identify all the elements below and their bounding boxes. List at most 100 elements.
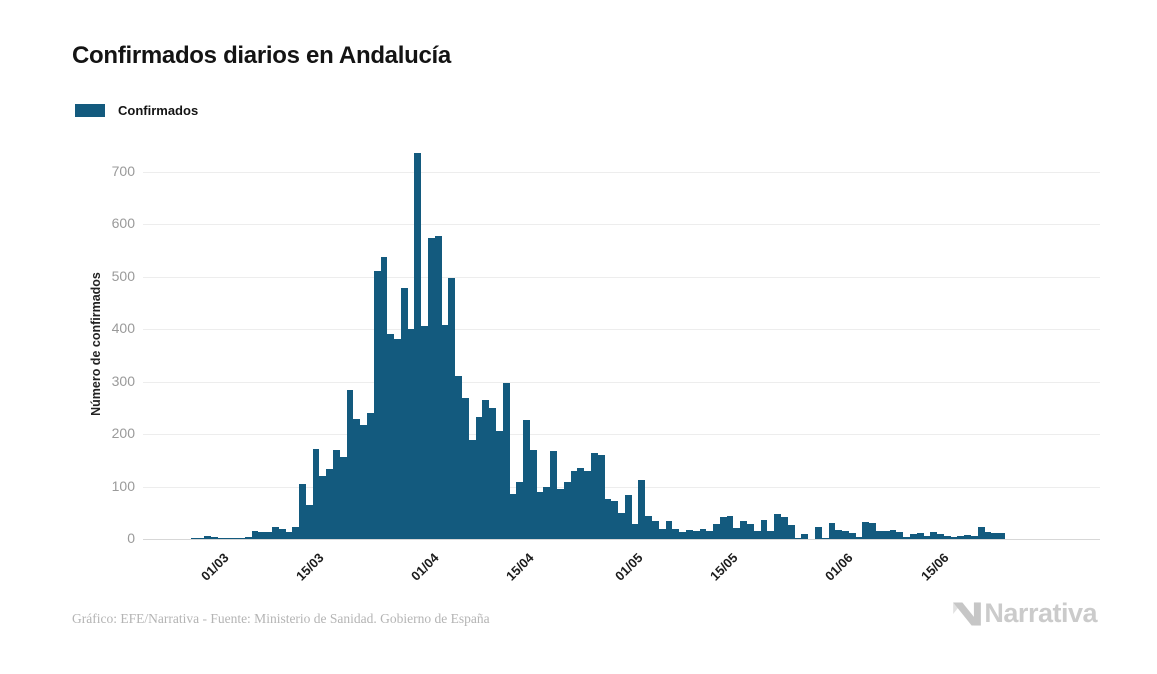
bar — [774, 513, 781, 539]
bar — [394, 338, 401, 539]
bar — [489, 407, 496, 539]
bar — [917, 533, 924, 539]
bar — [659, 528, 666, 539]
gridline-400 — [143, 329, 1100, 331]
bar — [985, 531, 991, 539]
bar — [964, 534, 971, 539]
chart-title: Confirmados diarios en Andalucía — [72, 42, 451, 69]
bar — [713, 523, 720, 539]
bar — [937, 533, 944, 539]
x-tick-label: 15/04 — [503, 550, 538, 584]
bar — [537, 491, 543, 539]
y-tick-label: 400 — [111, 320, 135, 337]
bar — [401, 288, 408, 539]
bar — [245, 537, 252, 539]
bar — [754, 530, 761, 539]
bar — [238, 537, 245, 539]
gridline-600 — [143, 224, 1100, 226]
bar — [252, 530, 258, 539]
bar — [910, 533, 917, 539]
bar — [700, 529, 706, 539]
bar — [543, 486, 550, 539]
bar — [618, 513, 625, 539]
bar — [482, 399, 489, 539]
bar — [822, 538, 829, 539]
x-tick-label: 15/03 — [293, 550, 327, 584]
y-tick-label: 700 — [111, 162, 135, 179]
bar — [218, 537, 224, 539]
bar — [924, 535, 930, 539]
bar — [428, 238, 435, 539]
y-tick-label: 300 — [111, 372, 135, 389]
bar — [951, 537, 957, 539]
bar — [835, 530, 842, 539]
gridline-700 — [143, 171, 1100, 173]
bar — [706, 530, 713, 539]
bar — [299, 483, 306, 539]
bar — [387, 334, 394, 539]
bar — [883, 530, 890, 539]
bar — [414, 153, 421, 539]
bar — [523, 419, 530, 539]
bar — [788, 524, 795, 539]
y-axis-title: Número de confirmados — [89, 272, 103, 416]
bar — [435, 235, 442, 539]
bar — [448, 277, 455, 539]
bar — [557, 488, 564, 539]
bar — [686, 530, 693, 539]
bar — [903, 537, 910, 539]
bar — [605, 499, 611, 539]
bar — [462, 398, 469, 539]
bar — [862, 522, 869, 539]
bar — [421, 326, 428, 539]
bar — [638, 479, 645, 539]
bar — [224, 538, 231, 539]
bar — [693, 531, 700, 539]
bar — [577, 468, 584, 539]
bar — [469, 439, 476, 539]
y-tick-label: 0 — [127, 530, 135, 546]
bar — [360, 425, 367, 539]
bar — [571, 470, 577, 539]
bar — [890, 530, 896, 539]
bar — [408, 329, 414, 539]
gridline-300 — [143, 381, 1100, 383]
bar — [204, 535, 211, 539]
bar — [476, 416, 482, 539]
bar — [652, 520, 659, 539]
bar — [849, 533, 856, 539]
bar — [347, 390, 353, 539]
bar — [672, 529, 679, 539]
bar — [930, 532, 937, 539]
bar — [292, 527, 299, 539]
gridline-500 — [143, 276, 1100, 278]
bar — [258, 532, 265, 539]
bar — [272, 527, 279, 539]
bar — [286, 532, 292, 539]
bar — [584, 470, 591, 539]
bar — [957, 536, 964, 539]
bar — [442, 325, 448, 539]
y-tick-label: 500 — [111, 267, 135, 284]
bar — [191, 538, 197, 539]
bar — [591, 452, 598, 539]
x-tick-label: 01/06 — [822, 550, 857, 584]
gridline-0 — [143, 539, 1100, 540]
bar — [530, 450, 537, 539]
y-tick-label: 200 — [111, 425, 135, 442]
credit-text: Gráfico: EFE/Narrativa - Fuente: Ministe… — [72, 611, 490, 626]
narrativa-logo-text: Narrativa — [984, 598, 1097, 628]
bar — [319, 475, 326, 539]
bar — [896, 532, 903, 539]
bar — [869, 523, 876, 539]
bar — [326, 468, 333, 539]
narrativa-logo-icon — [953, 601, 982, 626]
bar — [611, 500, 618, 539]
narrativa-logo: Narrativa — [952, 598, 1097, 629]
legend-label: Confirmados — [118, 103, 199, 118]
bar — [211, 536, 218, 539]
bar — [503, 382, 510, 539]
bar — [781, 517, 788, 539]
legend: Confirmados — [75, 103, 198, 118]
bar — [333, 449, 340, 539]
